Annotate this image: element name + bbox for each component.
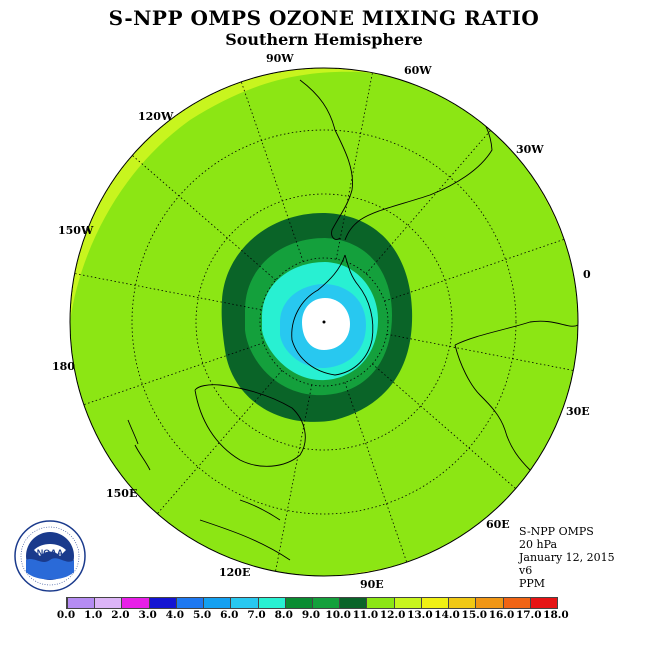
color-bar-swatch (311, 598, 340, 608)
color-bar-swatch (448, 598, 476, 608)
contour-5ppm (302, 298, 350, 350)
color-bar-label: 11.0 (352, 609, 379, 621)
info-units: PPM (519, 577, 546, 590)
color-bar-swatch (121, 598, 149, 608)
color-bar-label: 6.0 (220, 609, 239, 621)
color-bar-swatch (502, 598, 530, 608)
color-bar-label: 5.0 (192, 609, 212, 621)
lon-label-150e: 150E (106, 487, 138, 500)
lon-label-90e: 90E (360, 578, 384, 591)
lon-label-120w: 120W (138, 110, 174, 123)
info-level: 20 hPa (519, 538, 558, 551)
color-bar-label: 13.0 (407, 609, 433, 621)
color-bar-swatch (393, 598, 421, 608)
color-bar-label: 4.0 (165, 609, 185, 621)
info-instrument: S-NPP OMPS (519, 525, 594, 538)
color-bar-label: 16.0 (488, 609, 515, 621)
noaa-logo: NOAA (14, 520, 86, 592)
color-bar-swatch (67, 598, 95, 608)
info-date: January 12, 2015 (519, 551, 615, 564)
lon-label-60w: 60W (404, 64, 432, 77)
color-bar-swatch (257, 598, 285, 608)
south-pole-marker (322, 320, 326, 324)
lon-label-60e: 60E (486, 518, 510, 531)
map-subtitle: Southern Hemisphere (225, 30, 423, 49)
color-bar-label: 0.0 (56, 609, 76, 621)
color-bar-label: 15.0 (461, 609, 488, 621)
color-bar-label: 9.0 (301, 609, 321, 621)
color-bar-label: 1.0 (84, 609, 103, 621)
color-bar-swatch (529, 598, 557, 608)
color-bar-swatch (339, 598, 367, 608)
lon-label-180: 180 (52, 360, 75, 373)
color-bar-swatch (284, 598, 312, 608)
color-bar-swatch (203, 598, 231, 608)
color-bar-swatch (148, 598, 176, 608)
lon-label-30e: 30E (566, 405, 590, 418)
info-version: v6 (519, 564, 533, 577)
noaa-logo-text: NOAA (37, 548, 64, 558)
color-bar (66, 597, 558, 609)
graticule (70, 68, 578, 576)
color-bar-swatch (230, 598, 258, 608)
lon-label-120e: 120E (219, 566, 251, 579)
color-bar-swatch (175, 598, 204, 608)
map-title: S-NPP OMPS OZONE MIXING RATIO (108, 6, 540, 30)
map-border (69, 67, 579, 577)
lon-label-30w: 30W (516, 143, 544, 156)
lon-label-150w: 150W (58, 224, 94, 237)
color-bar-label: 12.0 (379, 609, 406, 621)
color-bar-swatch (366, 598, 394, 608)
color-bar-label: 10.0 (325, 609, 351, 621)
color-bar-label: 18.0 (543, 609, 569, 621)
color-bar-label: 14.0 (434, 609, 460, 621)
color-bar-label: 2.0 (111, 609, 130, 621)
color-bar-label: 3.0 (138, 609, 157, 621)
color-bar-label: 17.0 (515, 609, 542, 621)
color-bar-label: 7.0 (247, 609, 266, 621)
color-bar-labels: 0.0 1.0 2.0 3.0 4.0 5.0 6.0 7.0 8.0 9.0 10.0 11.0 12… (0, 609, 648, 623)
color-bar-label: 8.0 (274, 609, 293, 621)
color-bar-swatch (94, 598, 122, 608)
info-block: S-NPP OMPS 20 hPa January 12, 2015 v6 PP… (519, 525, 615, 590)
lon-label-90w: 90W (266, 52, 294, 65)
color-bar-swatch (475, 598, 503, 608)
color-bar-swatch (420, 598, 449, 608)
lon-label-0: 0 (583, 268, 591, 281)
